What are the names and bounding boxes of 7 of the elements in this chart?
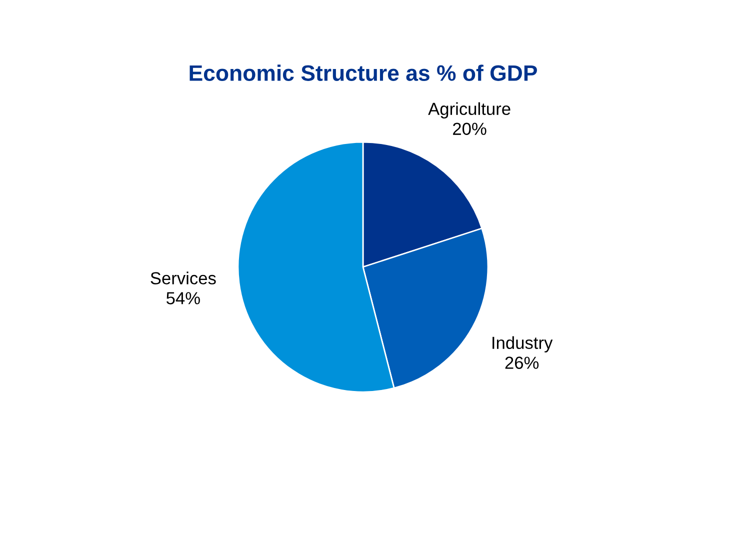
chart-title: Economic Structure as % of GDP <box>190 64 537 81</box>
data-label: 54% <box>166 292 200 304</box>
slice-label: Industry <box>492 336 553 352</box>
data-label: 26% <box>505 356 539 369</box>
slice-label: Services <box>150 272 216 284</box>
slice-label: Agriculture <box>428 102 510 118</box>
data-label: 20% <box>453 122 486 136</box>
